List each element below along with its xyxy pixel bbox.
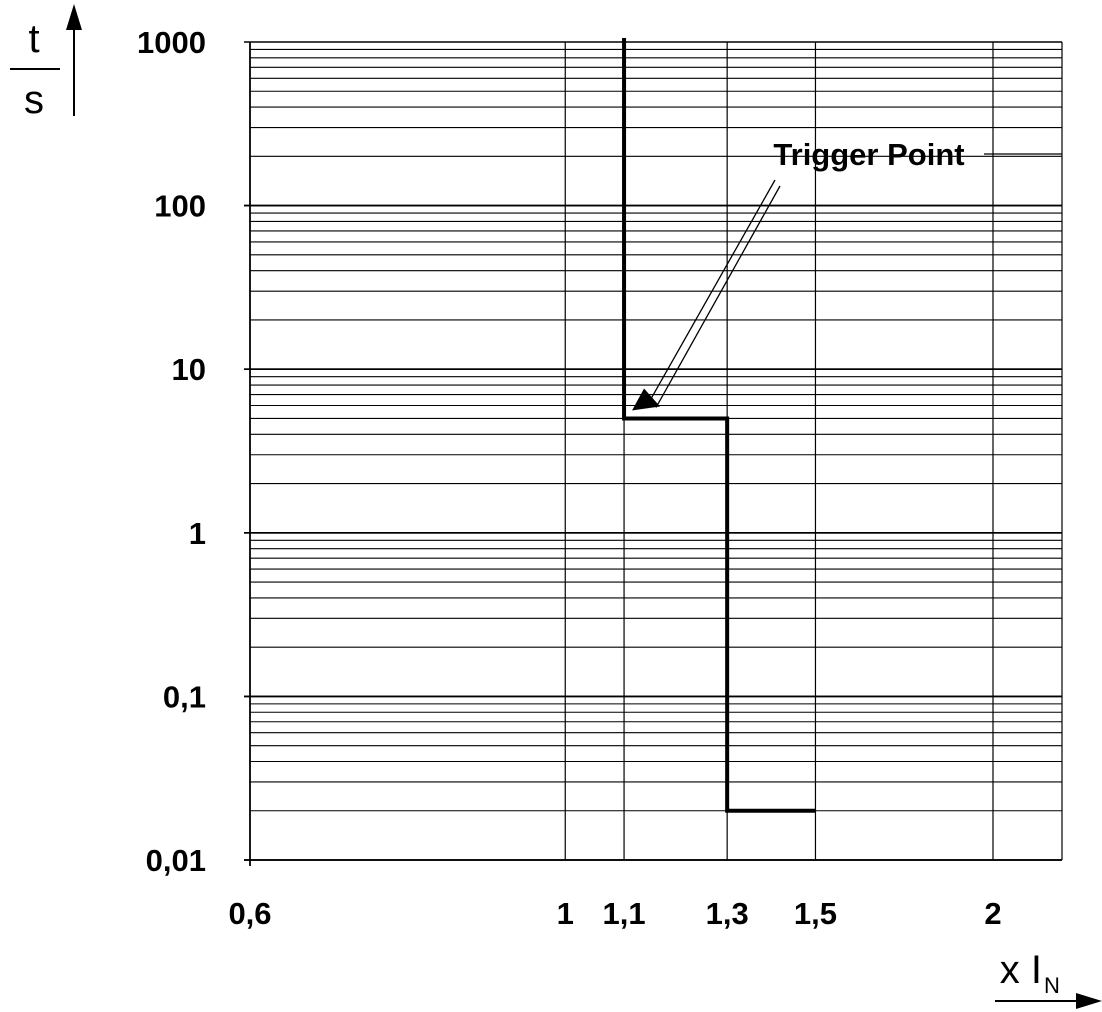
x-tick-label: 1,3 bbox=[706, 896, 749, 931]
x-axis-label-subscript: N bbox=[1044, 973, 1060, 998]
x-tick-label: 1,1 bbox=[603, 896, 646, 931]
y-axis-arrow-head bbox=[66, 4, 82, 30]
y-axis-label-numerator: t bbox=[28, 17, 39, 61]
annotation-label: Trigger Point bbox=[773, 137, 964, 172]
trigger-point-annotation: Trigger Point bbox=[632, 137, 1062, 411]
annotation-leader-upper bbox=[649, 179, 776, 401]
y-tick-label: 10 bbox=[172, 352, 206, 387]
y-axis-label: t s bbox=[10, 17, 60, 122]
x-tick-label: 1,5 bbox=[794, 896, 837, 931]
y-tick-label: 1 bbox=[189, 516, 206, 551]
y-tick-label: 0,01 bbox=[146, 843, 206, 878]
x-axis-label: x I N bbox=[1000, 948, 1060, 998]
tick-labels: 1000 100 10 1 0,1 0,01 0,6 1 1,1 1,3 1,5 2 bbox=[137, 25, 1002, 931]
y-tick-label: 100 bbox=[154, 189, 206, 224]
trip-curve bbox=[622, 38, 816, 813]
x-tick-label: 0,6 bbox=[228, 896, 271, 931]
x-tick-label: 2 bbox=[984, 896, 1001, 931]
annotation-leader-lower bbox=[655, 185, 781, 408]
axes bbox=[66, 4, 1102, 1009]
series-layer bbox=[622, 38, 816, 813]
y-axis-label-denominator: s bbox=[24, 78, 44, 122]
annotation-arrowhead bbox=[632, 388, 661, 411]
x-axis-arrow-head bbox=[1076, 993, 1102, 1009]
x-tick-label: 1 bbox=[557, 896, 574, 931]
y-tick-label: 1000 bbox=[137, 25, 206, 60]
y-tick-label: 0,1 bbox=[163, 679, 206, 714]
x-axis-label-main: x I bbox=[1000, 948, 1042, 992]
